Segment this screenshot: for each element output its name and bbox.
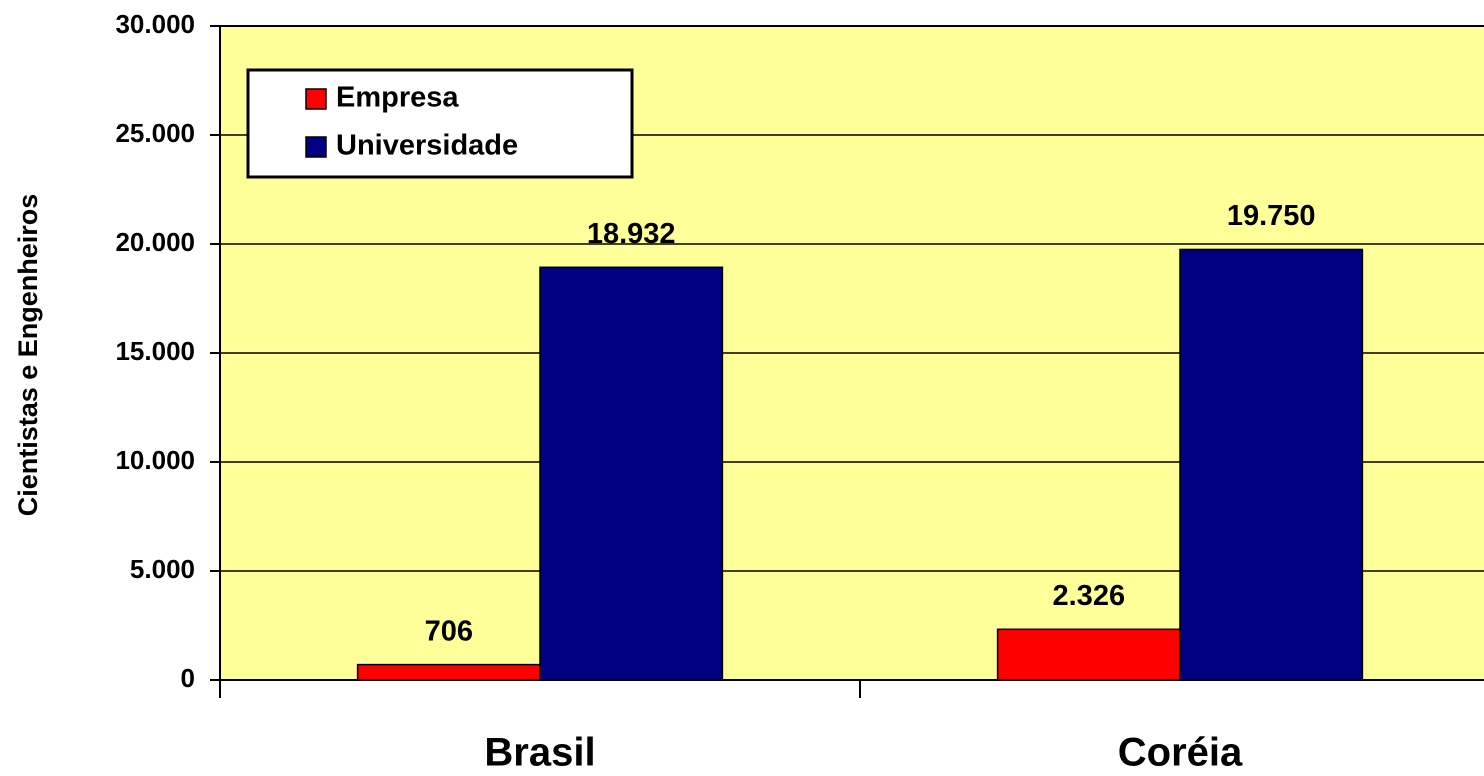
y-tick-label: 25.000: [115, 118, 195, 148]
x-tick-label: Coréia: [1118, 731, 1243, 775]
legend-label: Empresa: [336, 82, 459, 114]
data-label: 18.932: [587, 218, 676, 250]
data-label: 706: [425, 615, 473, 647]
legend-box: [246, 68, 634, 179]
x-tick-label: Brasil: [484, 731, 595, 775]
y-tick-label: 20.000: [115, 227, 195, 257]
y-axis-title: Cientistas e Engenheiros: [13, 194, 43, 517]
legend-swatch: [305, 88, 327, 110]
bar: [356, 663, 541, 681]
bar: [539, 266, 724, 681]
y-tick-label: 10.000: [115, 445, 195, 475]
bar: [996, 628, 1181, 681]
y-tick-label: 15.000: [115, 336, 195, 366]
y-tick-label: 5.000: [130, 554, 195, 584]
legend-swatch: [305, 136, 327, 158]
data-label: 19.750: [1227, 200, 1316, 232]
bar: [1179, 248, 1364, 681]
legend-label: Universidade: [336, 130, 518, 162]
y-tick-label: 30.000: [115, 9, 195, 39]
legend: Empresa Universidade: [246, 68, 634, 179]
y-tick-label: 0: [181, 663, 195, 693]
data-label: 2.326: [1053, 580, 1126, 612]
